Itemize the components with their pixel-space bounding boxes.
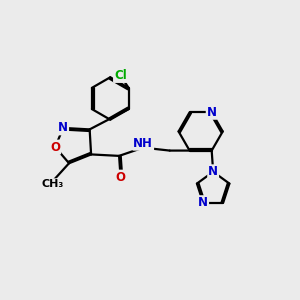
Text: N: N — [198, 196, 208, 209]
Text: O: O — [116, 171, 126, 184]
Text: N: N — [207, 106, 217, 119]
Text: N: N — [208, 165, 218, 178]
Text: CH₃: CH₃ — [42, 179, 64, 189]
Text: Cl: Cl — [114, 69, 127, 82]
Text: NH: NH — [133, 137, 153, 150]
Text: O: O — [50, 141, 60, 154]
Text: N: N — [58, 122, 68, 134]
